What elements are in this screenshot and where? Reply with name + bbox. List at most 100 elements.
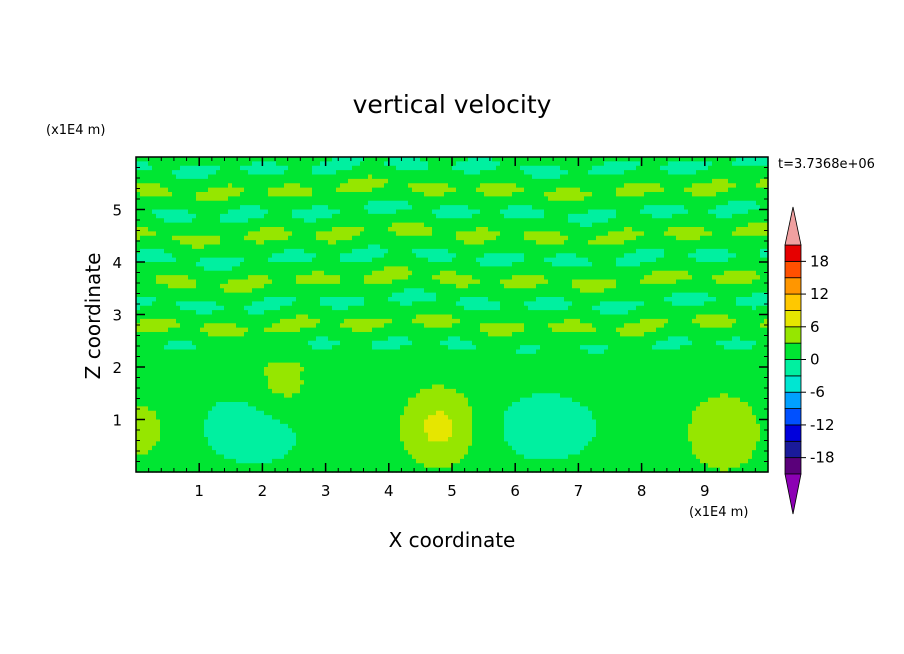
field-cell <box>384 441 389 447</box>
field-cell <box>160 345 165 351</box>
field-cell <box>180 279 185 285</box>
field-cell <box>332 336 337 342</box>
field-cell <box>272 161 277 167</box>
field-cell <box>200 336 205 342</box>
field-cell <box>364 200 369 206</box>
field-cell <box>196 314 201 320</box>
field-cell <box>380 375 385 381</box>
field-cell <box>156 393 161 399</box>
field-cell <box>384 240 389 246</box>
field-cell <box>212 297 217 302</box>
field-cell <box>144 248 149 254</box>
field-cell <box>200 253 205 259</box>
field-cell <box>380 419 385 425</box>
field-cell <box>348 209 353 215</box>
field-cell <box>340 432 345 438</box>
field-cell <box>408 178 413 184</box>
field-cell <box>308 402 313 407</box>
field-cell <box>412 170 417 176</box>
field-cell <box>336 257 341 263</box>
field-cell <box>168 327 173 333</box>
field-cell <box>344 327 349 333</box>
field-cell <box>152 174 157 180</box>
field-cell <box>200 345 205 351</box>
field-cell <box>148 266 153 272</box>
field-cell <box>400 209 405 215</box>
field-cell <box>340 336 345 342</box>
field-cell <box>352 371 357 377</box>
field-cell <box>308 410 313 416</box>
field-cell <box>232 367 237 372</box>
field-cell <box>376 358 381 364</box>
field-cell <box>156 380 161 386</box>
field-cell <box>200 157 205 162</box>
field-cell <box>288 314 293 320</box>
field-cell <box>232 406 237 412</box>
field-cell <box>296 174 301 180</box>
field-cell <box>276 310 281 316</box>
field-cell <box>336 305 341 311</box>
field-cell <box>320 358 325 364</box>
field-cell <box>344 450 349 456</box>
field-cell <box>208 227 213 232</box>
field-cell <box>184 336 189 342</box>
field-cell <box>220 402 225 407</box>
field-cell <box>160 437 165 442</box>
field-cell <box>348 165 353 171</box>
field-cell <box>224 218 229 224</box>
field-cell <box>396 380 401 386</box>
field-cell <box>340 235 345 241</box>
field-cell <box>160 340 165 346</box>
field-cell <box>160 170 165 176</box>
field-cell <box>144 279 149 285</box>
field-cell <box>336 165 341 171</box>
field-cell <box>224 445 229 451</box>
field-cell <box>368 445 373 451</box>
field-cell <box>292 402 297 407</box>
field-cell <box>340 183 345 189</box>
field-cell <box>176 445 181 451</box>
field-cell <box>152 200 157 206</box>
field-cell <box>380 231 385 237</box>
field-cell <box>196 174 201 180</box>
field-cell <box>176 157 181 162</box>
field-cell <box>264 227 269 232</box>
field-cell <box>328 257 333 263</box>
field-cell <box>216 428 221 434</box>
field-cell <box>232 423 237 429</box>
field-cell <box>364 467 369 473</box>
field-cell <box>240 375 245 381</box>
field-cell <box>196 288 201 294</box>
field-cell <box>196 266 201 272</box>
field-cell <box>304 283 309 289</box>
field-cell <box>384 170 389 176</box>
field-cell <box>236 222 241 228</box>
field-cell <box>248 248 253 254</box>
field-cell <box>256 192 261 197</box>
field-cell <box>172 336 177 342</box>
field-cell <box>156 288 161 294</box>
field-cell <box>388 227 393 232</box>
field-cell <box>408 205 413 211</box>
field-cell <box>316 205 321 211</box>
field-cell <box>200 275 205 281</box>
field-cell <box>220 248 225 254</box>
field-cell <box>212 349 217 355</box>
field-cell <box>176 174 181 180</box>
field-cell <box>348 157 353 162</box>
field-cell <box>232 384 237 390</box>
field-cell <box>312 218 317 224</box>
field-cell <box>328 283 333 289</box>
field-cell <box>396 371 401 377</box>
field-cell <box>304 332 309 337</box>
field-cell <box>348 222 353 228</box>
field-cell <box>400 371 405 377</box>
field-cell <box>324 406 329 412</box>
field-cell <box>348 301 353 307</box>
field-cell <box>240 445 245 451</box>
field-cell <box>224 349 229 355</box>
field-cell <box>388 367 393 372</box>
field-cell <box>352 305 357 311</box>
field-cell <box>244 384 249 390</box>
field-cell <box>260 375 265 381</box>
